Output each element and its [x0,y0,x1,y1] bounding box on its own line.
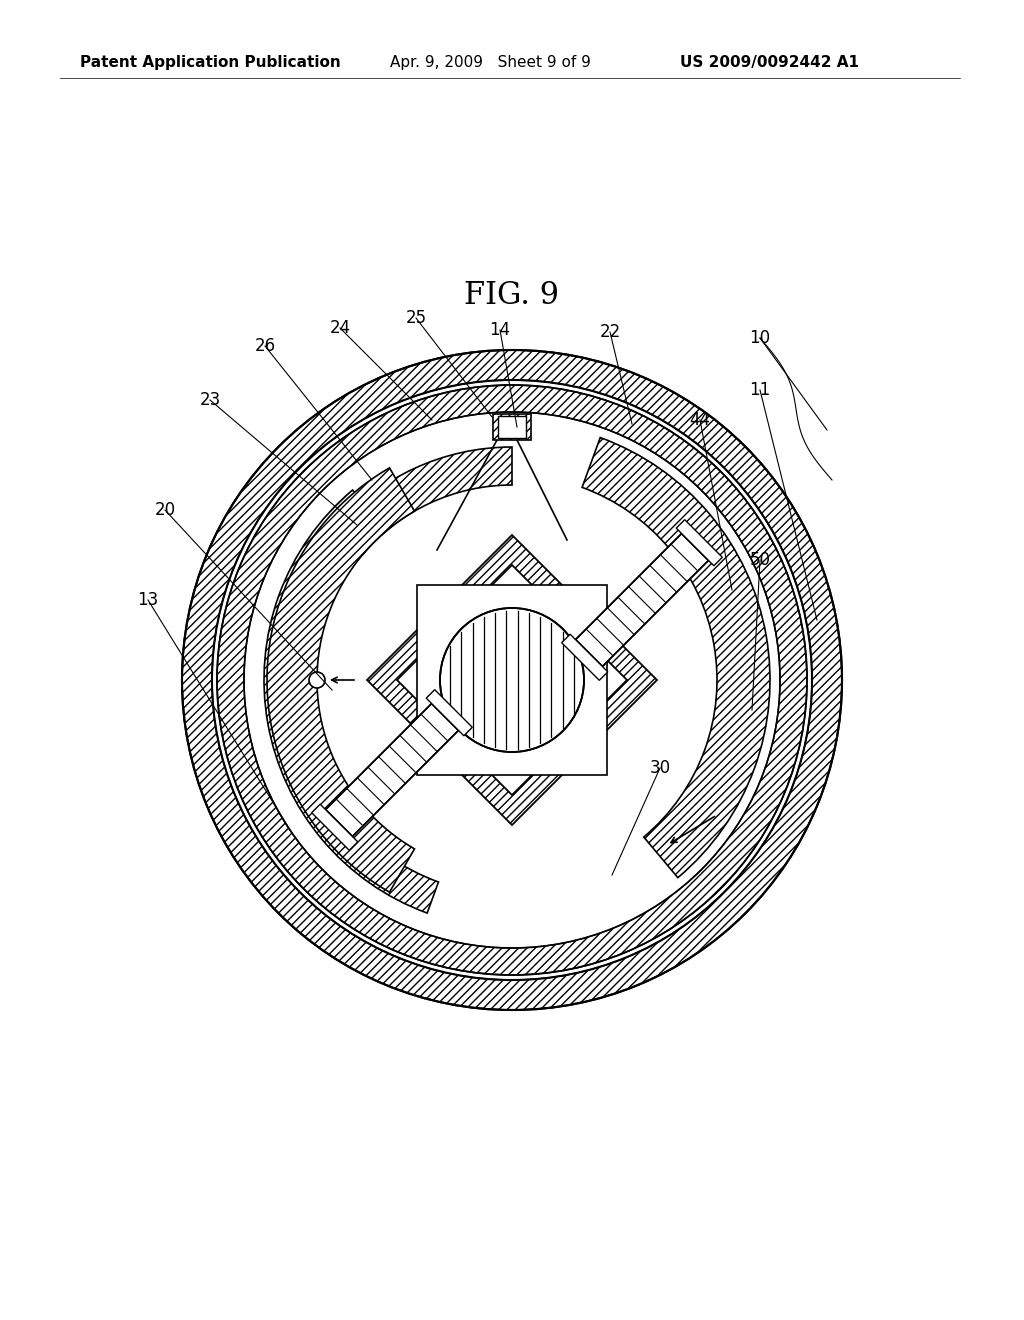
Wedge shape [182,350,842,1010]
Text: 13: 13 [137,591,159,609]
Text: 22: 22 [599,323,621,341]
Wedge shape [264,490,438,913]
Text: 44: 44 [689,411,711,429]
Text: 10: 10 [750,329,771,347]
Polygon shape [562,634,608,680]
Polygon shape [417,585,607,775]
Wedge shape [582,437,770,878]
Text: FIG. 9: FIG. 9 [465,280,559,310]
Circle shape [440,609,584,752]
Text: 24: 24 [330,319,350,337]
Text: 50: 50 [750,550,770,569]
Text: 26: 26 [254,337,275,355]
Polygon shape [676,520,722,566]
Wedge shape [334,447,512,554]
Circle shape [309,672,325,688]
PathPatch shape [367,535,657,825]
Polygon shape [493,414,531,440]
Text: 11: 11 [750,381,771,399]
Text: 25: 25 [406,309,427,327]
Polygon shape [311,804,357,850]
Wedge shape [217,385,807,975]
Wedge shape [212,380,812,979]
Text: US 2009/0092442 A1: US 2009/0092442 A1 [680,54,859,70]
Text: 30: 30 [649,759,671,777]
Polygon shape [426,689,472,735]
Text: Patent Application Publication: Patent Application Publication [80,54,341,70]
Text: 23: 23 [200,391,220,409]
Text: Apr. 9, 2009   Sheet 9 of 9: Apr. 9, 2009 Sheet 9 of 9 [390,54,591,70]
Circle shape [244,412,780,948]
Polygon shape [267,467,415,892]
Text: 14: 14 [489,321,511,339]
Polygon shape [498,416,526,438]
Polygon shape [575,533,709,667]
Polygon shape [326,704,459,837]
Text: 20: 20 [155,502,175,519]
